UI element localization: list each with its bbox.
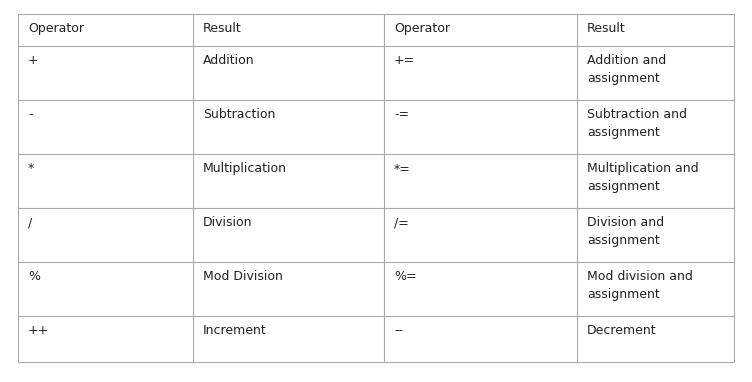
Text: /=: /=	[394, 216, 409, 229]
Text: Division: Division	[203, 216, 253, 229]
Text: ++: ++	[28, 324, 49, 337]
Text: Result: Result	[203, 22, 241, 35]
Text: +: +	[28, 54, 38, 67]
Text: *: *	[28, 162, 35, 175]
Text: Addition and
assignment: Addition and assignment	[587, 54, 666, 85]
Text: Multiplication: Multiplication	[203, 162, 287, 175]
Text: Mod division and
assignment: Mod division and assignment	[587, 270, 693, 301]
Text: %=: %=	[394, 270, 417, 283]
Text: Decrement: Decrement	[587, 324, 656, 337]
Text: --: --	[394, 324, 403, 337]
Text: Division and
assignment: Division and assignment	[587, 216, 664, 247]
Text: Operator: Operator	[394, 22, 450, 35]
Text: /: /	[28, 216, 32, 229]
Text: +=: +=	[394, 54, 415, 67]
Text: Subtraction and
assignment: Subtraction and assignment	[587, 108, 687, 139]
Text: Addition: Addition	[203, 54, 255, 67]
Text: -: -	[28, 108, 32, 121]
Text: Multiplication and
assignment: Multiplication and assignment	[587, 162, 699, 193]
Text: Increment: Increment	[203, 324, 267, 337]
Text: Operator: Operator	[28, 22, 84, 35]
Text: Result: Result	[587, 22, 626, 35]
Text: *=: *=	[394, 162, 411, 175]
Text: %: %	[28, 270, 40, 283]
Text: -=: -=	[394, 108, 409, 121]
Text: Subtraction: Subtraction	[203, 108, 275, 121]
Text: Mod Division: Mod Division	[203, 270, 283, 283]
